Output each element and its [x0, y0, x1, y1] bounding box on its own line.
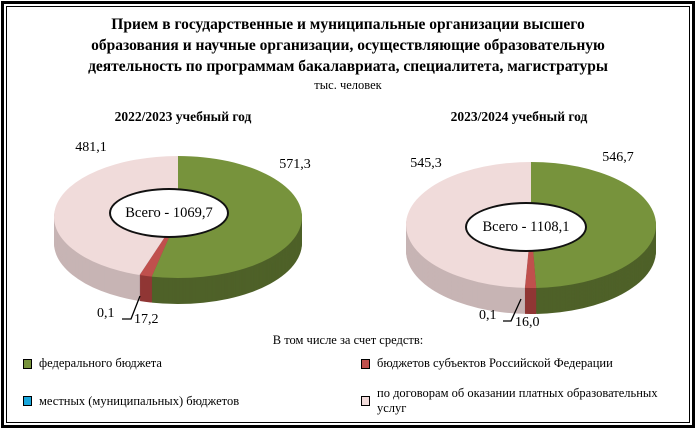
figure-units-subtitle: тыс. человек — [314, 78, 382, 92]
slice-label-regional: 16,0 — [515, 315, 540, 330]
slice-label-municipal: 0,1 — [479, 308, 497, 323]
pie-chart-2023-2024 — [405, 162, 657, 322]
legend-item-municipal: местных (муниципальных) бюджетов — [23, 386, 361, 416]
total-oval-2022-2023: Всего - 1069,7 — [109, 188, 229, 238]
legend-item-contracts: по договорам об оказании платных образов… — [361, 386, 689, 416]
legend-header: В том числе за счет средств: — [272, 333, 424, 347]
figure-title-line-2: образования и научные организации, осуще… — [91, 37, 605, 54]
federal-budget-swatch-icon — [23, 358, 32, 369]
slice-label-federal: 546,7 — [602, 150, 634, 165]
figure-title-line-1: Прием в государственные и муниципальные … — [111, 16, 585, 33]
pie-panel-2022-2023: 2022/2023 учебный год 481,1 571,3 0,1 17… — [15, 103, 351, 347]
legend-label-contracts: по договорам об оказании платных образов… — [377, 386, 658, 415]
legend-label-municipal: местных (муниципальных) бюджетов — [39, 393, 240, 408]
total-label-2022-2023: Всего - 1069,7 — [125, 204, 213, 221]
slice-label-contracts: 481,1 — [75, 140, 107, 155]
pie-title-2022-2023: 2022/2023 учебный год — [114, 109, 252, 124]
legend-label-regional: бюджетов субъектов Российской Федерации — [377, 356, 613, 370]
pie-title-2023-2024: 2023/2024 учебный год — [450, 109, 588, 124]
slice-label-municipal: 0,1 — [97, 306, 115, 321]
legend-label-federal: федерального бюджета — [39, 356, 162, 370]
slice-label-federal: 571,3 — [279, 157, 311, 172]
slice-label-contracts: 545,3 — [410, 156, 442, 171]
figure-title: Прием в государственные и муниципальные … — [7, 14, 689, 77]
regional-budget-swatch-icon — [361, 358, 370, 369]
chart-figure: Прием в государственные и муниципальные … — [6, 6, 690, 423]
legend-grid: федерального бюджета бюджетов субъектов … — [7, 356, 689, 416]
legend-item-federal: федерального бюджета — [23, 356, 361, 371]
figure-title-line-3: деятельность по программам бакалавриата,… — [88, 58, 608, 75]
pie-panel-2023-2024: 2023/2024 учебный год 545,3 546,7 0,1 16… — [351, 103, 687, 347]
total-oval-2023-2024: Всего - 1108,1 — [465, 202, 587, 252]
chart-figure-frame: Прием в государственные и муниципальные … — [1, 1, 695, 428]
total-label-2023-2024: Всего - 1108,1 — [482, 218, 570, 235]
municipal-budget-swatch-icon — [23, 396, 32, 406]
charts-area: 2022/2023 учебный год 481,1 571,3 0,1 17… — [15, 103, 687, 347]
slice-label-regional: 17,2 — [134, 312, 159, 327]
legend-item-regional: бюджетов субъектов Российской Федерации — [361, 356, 689, 371]
legend: В том числе за счет средств: федеральног… — [7, 333, 689, 416]
paid-services-swatch-icon — [361, 396, 370, 406]
